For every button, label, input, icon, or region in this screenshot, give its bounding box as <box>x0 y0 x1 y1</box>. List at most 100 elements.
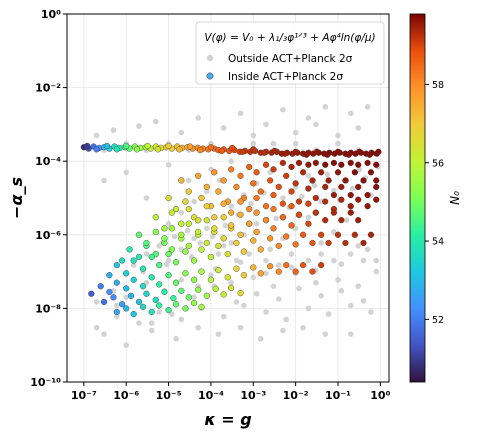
inside-point <box>165 250 172 258</box>
colorbar: 52 54 56 58 N₀ <box>409 13 462 383</box>
outside-point <box>335 132 341 139</box>
outside-point <box>208 272 214 278</box>
outside-point <box>364 104 371 110</box>
inside-point <box>360 177 367 184</box>
outside-point <box>311 182 318 189</box>
inside-point <box>161 225 168 232</box>
inside-point <box>330 159 337 166</box>
inside-point <box>203 239 210 247</box>
inside-point <box>113 146 120 153</box>
inside-point <box>322 217 329 224</box>
outside-point <box>191 198 197 205</box>
outside-point <box>355 243 362 249</box>
outside-point <box>263 121 269 128</box>
inside-point <box>253 194 260 202</box>
outside-point <box>195 115 201 121</box>
outside-point <box>178 316 185 323</box>
inside-point <box>182 248 189 255</box>
inside-point <box>182 305 189 312</box>
inside-point <box>345 151 352 158</box>
outside-point <box>288 264 295 271</box>
inside-point <box>178 287 185 294</box>
outside-point <box>299 193 305 200</box>
inside-point <box>262 217 270 224</box>
outside-point <box>305 214 312 221</box>
inside-point <box>215 188 222 195</box>
outside-point <box>360 298 367 304</box>
inside-point <box>139 303 147 310</box>
outside-point <box>368 309 374 315</box>
inside-point <box>309 177 316 184</box>
inside-point <box>135 298 143 306</box>
inside-point <box>113 279 120 286</box>
outside-point <box>114 313 120 320</box>
colorbar-tick-label: 56 <box>432 158 444 169</box>
outside-point <box>263 257 269 264</box>
inside-point <box>270 191 277 199</box>
inside-point <box>190 299 198 307</box>
inside-point <box>220 235 227 242</box>
outside-point <box>292 129 299 136</box>
inside-point <box>186 143 194 150</box>
outside-point <box>220 243 227 249</box>
outside-point <box>347 251 354 257</box>
inside-point <box>203 203 210 210</box>
outside-point <box>300 324 306 331</box>
inside-point <box>152 296 159 304</box>
inside-point <box>267 177 274 184</box>
colorbar-label: N₀ <box>448 191 462 205</box>
inside-point <box>292 241 299 248</box>
inside-point <box>338 161 345 168</box>
inside-point <box>262 203 270 210</box>
outside-point <box>178 129 185 136</box>
inside-point <box>233 239 240 247</box>
outside-point <box>250 274 257 281</box>
inside-point <box>178 177 185 184</box>
outside-point <box>153 118 159 125</box>
inside-point <box>84 142 91 150</box>
legend-outside-label: Outside ACT+Planck 2σ <box>228 53 353 65</box>
inside-point <box>367 231 375 238</box>
inside-point <box>355 217 362 224</box>
inside-point <box>156 281 163 288</box>
outside-point <box>130 262 137 268</box>
inside-point <box>253 228 260 235</box>
outside-point <box>263 309 269 315</box>
inside-point <box>211 225 218 232</box>
inside-point <box>93 146 100 153</box>
outside-point <box>373 257 380 264</box>
inside-point <box>220 177 227 184</box>
inside-point <box>195 228 202 235</box>
inside-point <box>224 274 231 281</box>
y-tick-label: 10⁻⁶ <box>35 229 61 242</box>
inside-point <box>106 288 113 296</box>
outside-point <box>209 233 216 240</box>
legend-inside-marker <box>206 72 214 80</box>
inside-point <box>135 253 143 261</box>
outside-point <box>248 200 254 207</box>
inside-point <box>267 235 274 242</box>
inside-point <box>198 268 205 275</box>
outside-point <box>324 171 331 178</box>
outside-point <box>204 188 210 195</box>
inside-point <box>356 148 363 155</box>
inside-point <box>260 149 268 156</box>
outside-point <box>114 302 120 309</box>
inside-point <box>165 142 172 150</box>
inside-point <box>168 246 176 253</box>
inside-point <box>351 169 358 176</box>
inside-point <box>207 276 215 283</box>
inside-point <box>295 198 303 205</box>
inside-point <box>330 191 337 199</box>
outside-point <box>283 316 290 323</box>
inside-point <box>172 205 180 213</box>
inside-point <box>144 142 151 150</box>
outside-point <box>156 309 162 315</box>
inside-point <box>170 295 177 302</box>
x-tick-label: 10⁻² <box>283 389 309 402</box>
inside-point <box>198 303 205 310</box>
outside-point <box>184 227 191 234</box>
outside-point <box>305 257 312 264</box>
outside-point <box>331 187 337 194</box>
